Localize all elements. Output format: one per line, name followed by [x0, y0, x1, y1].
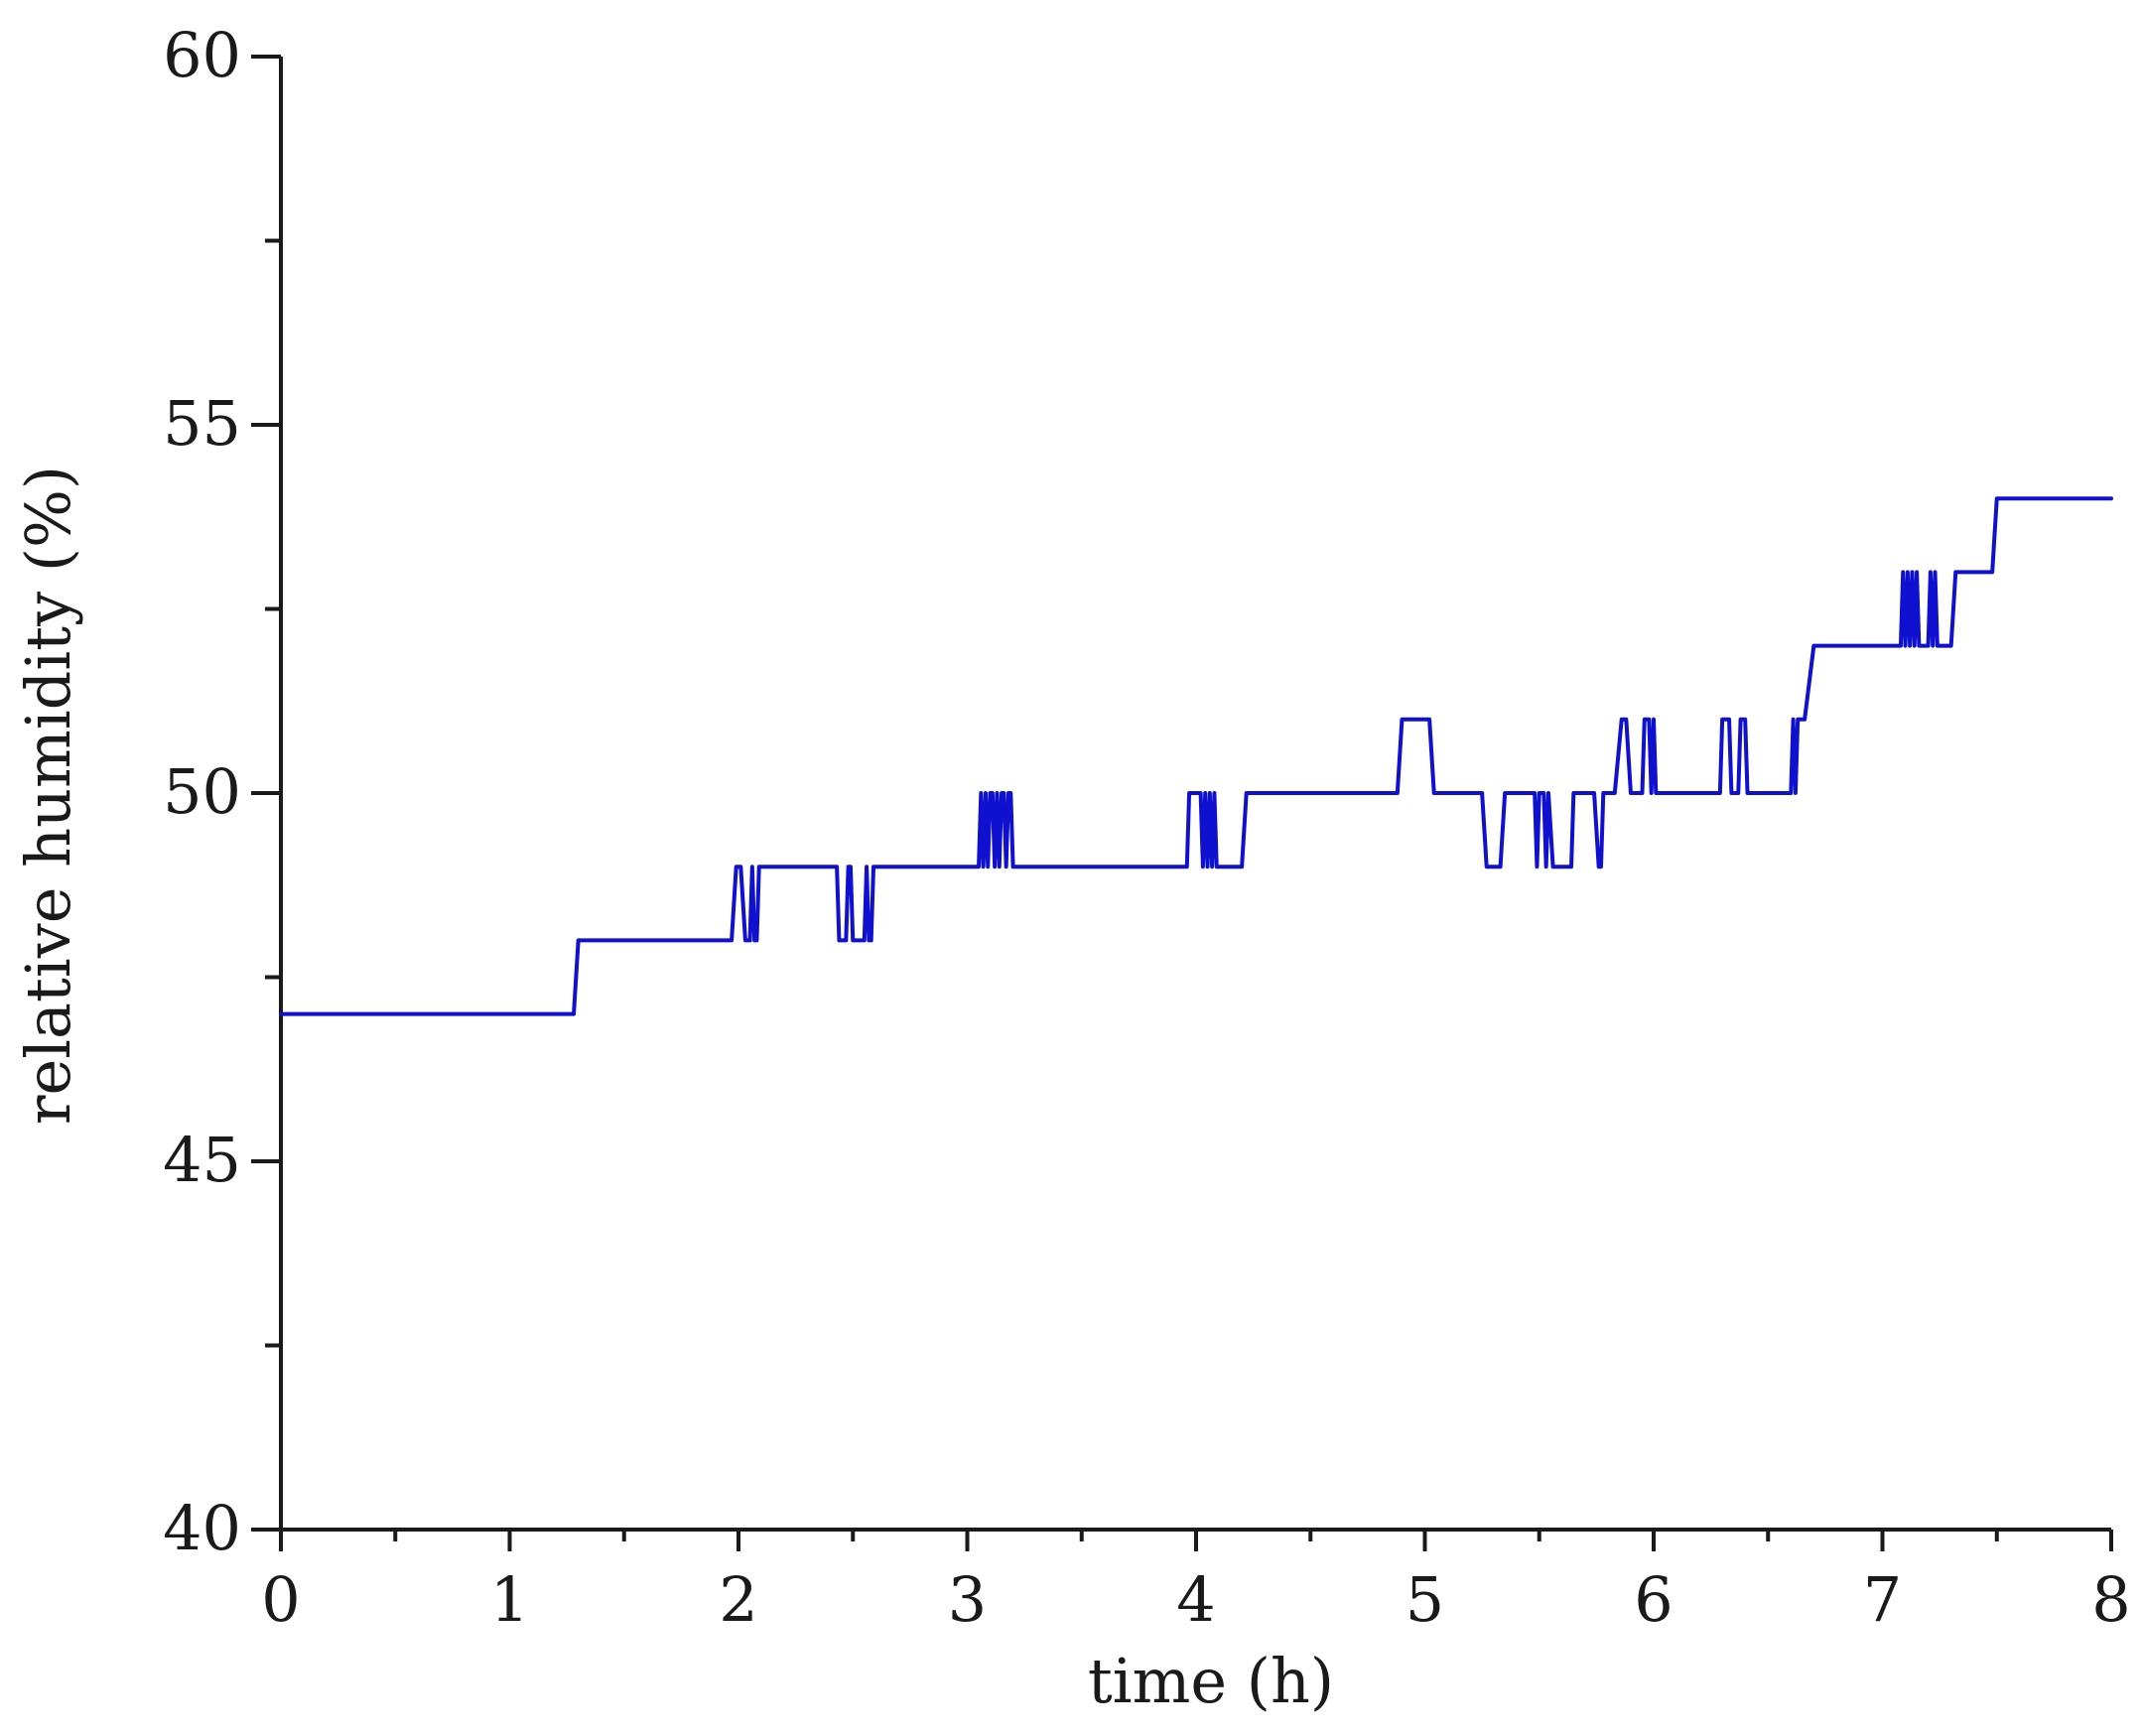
y-tick-label: 55 — [163, 387, 241, 460]
x-axis-title: time (h) — [1088, 1645, 1334, 1717]
series-layer — [279, 496, 2113, 1016]
y-tick-label: 45 — [163, 1124, 241, 1196]
y-major-ticks — [251, 55, 281, 1532]
y-tick-label: 60 — [163, 19, 241, 91]
x-tick-labels: 0 1 2 3 4 5 6 7 8 — [261, 1563, 2130, 1636]
x-tick-label: 6 — [1634, 1563, 1673, 1636]
y-minor-ticks — [265, 238, 281, 1348]
y-tick-labels: 40 45 50 55 60 — [163, 19, 241, 1564]
x-major-ticks — [279, 1530, 2113, 1551]
x-tick-label: 0 — [261, 1563, 300, 1636]
y-axis-title: relative humidity (%) — [12, 466, 84, 1125]
x-tick-label: 5 — [1406, 1563, 1444, 1636]
y-tick-label: 50 — [163, 755, 241, 828]
series-line — [279, 496, 2113, 1016]
y-tick-label: 40 — [163, 1492, 241, 1564]
x-tick-label: 3 — [948, 1563, 987, 1636]
x-tick-label: 1 — [490, 1563, 529, 1636]
x-tick-label: 4 — [1176, 1563, 1215, 1636]
x-tick-label: 7 — [1863, 1563, 1902, 1636]
x-tick-label: 8 — [2091, 1563, 2130, 1636]
x-tick-label: 2 — [719, 1563, 757, 1636]
